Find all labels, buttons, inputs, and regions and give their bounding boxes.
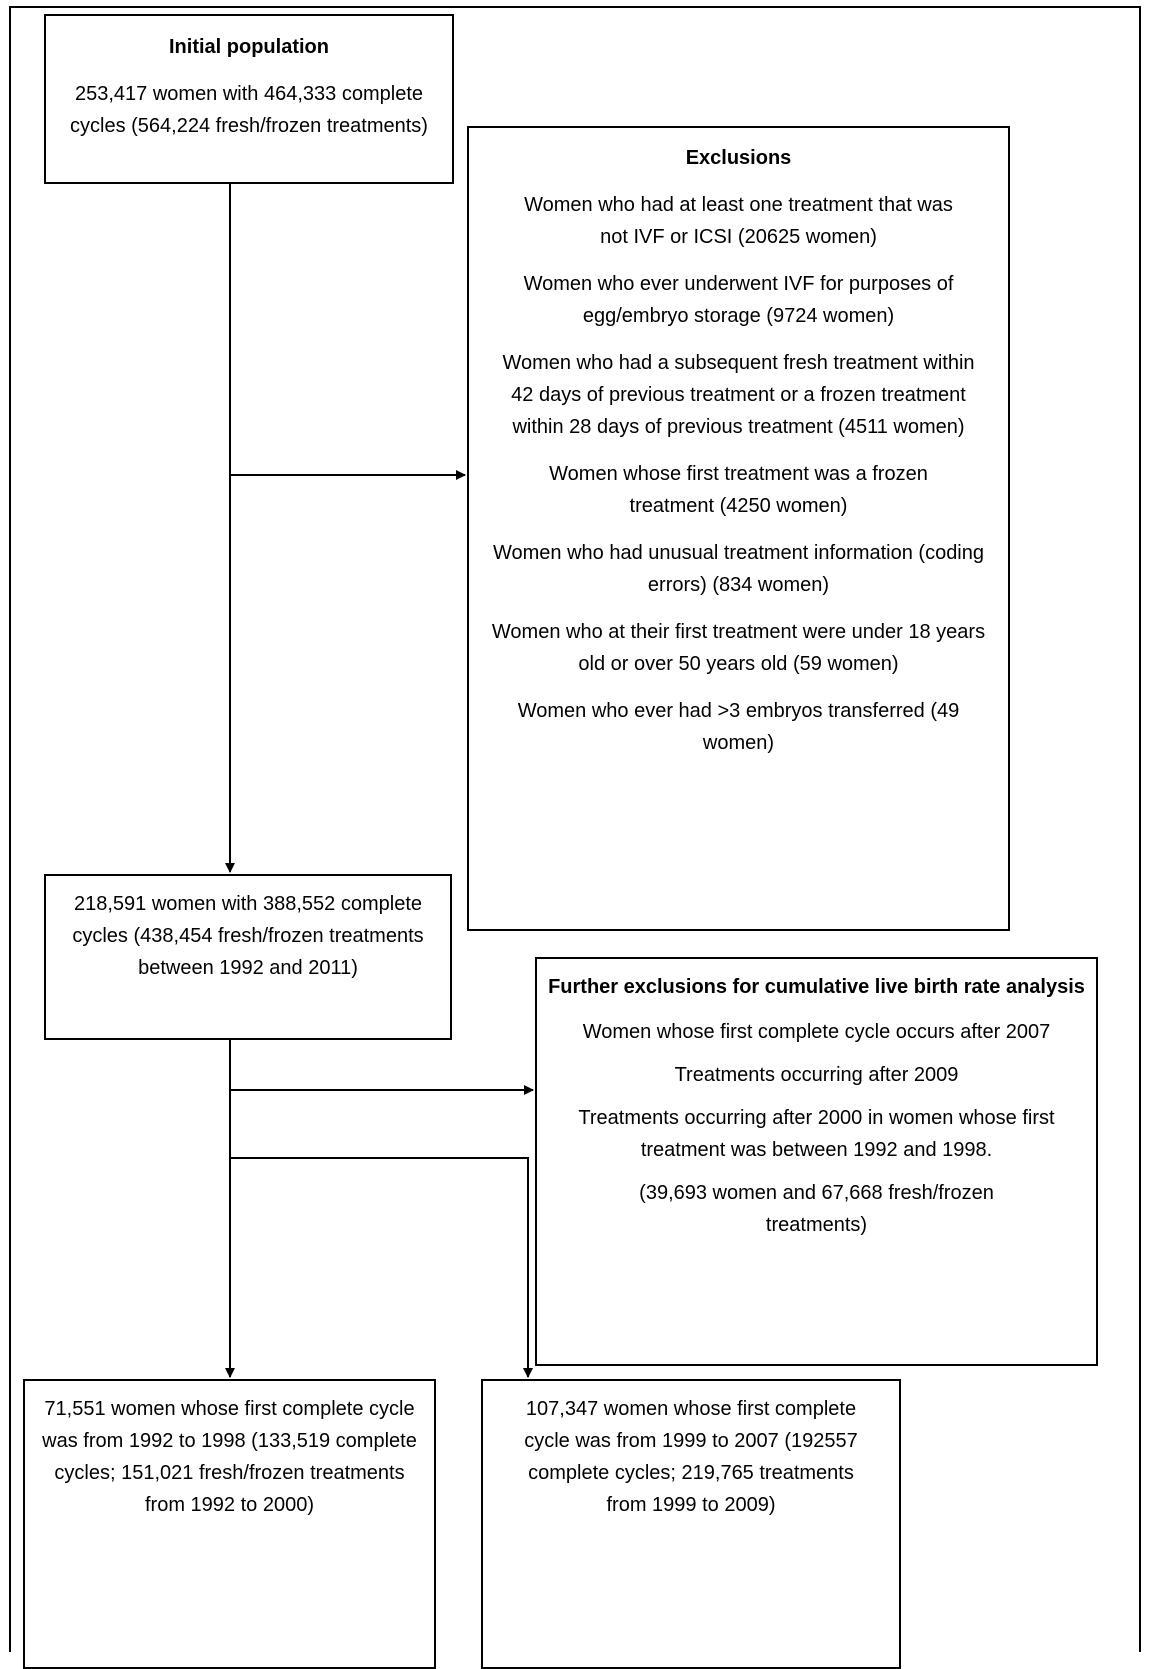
further-exclusion-item: Treatments occurring after 2009 bbox=[674, 1064, 959, 1086]
exclusion-item: Women who ever underwent IVF for purpose… bbox=[523, 273, 954, 327]
initial-population-box: Initial population 253,417 women with 46… bbox=[44, 14, 454, 184]
initial-population-text: 253,417 women with 464,333 complete cycl… bbox=[70, 83, 428, 137]
initial-population-title: Initial population bbox=[169, 36, 329, 58]
exclusion-item: Women whose first treatment was a frozen… bbox=[549, 463, 928, 517]
cohort-1992-1998-text: 71,551 women whose first complete cycle … bbox=[42, 1398, 417, 1516]
further-exclusions-title: Further exclusions for cumulative live b… bbox=[548, 976, 1085, 998]
exclusion-item: Women who had unusual treatment informat… bbox=[492, 542, 984, 596]
further-exclusion-item: Treatments occurring after 2000 in women… bbox=[578, 1107, 1055, 1161]
further-exclusion-item: (39,693 women and 67,668 fresh/frozen tr… bbox=[639, 1182, 994, 1236]
further-exclusions-box: Further exclusions for cumulative live b… bbox=[535, 957, 1098, 1366]
exclusion-item: Women who had a subsequent fresh treatme… bbox=[502, 352, 975, 438]
further-exclusion-item: Women whose first complete cycle occurs … bbox=[582, 1021, 1051, 1043]
after-exclusions-text: 218,591 women with 388,552 complete cycl… bbox=[72, 893, 424, 979]
exclusion-item: Women who ever had >3 embryos transferre… bbox=[517, 700, 960, 754]
cohort-1992-1998-box: 71,551 women whose first complete cycle … bbox=[23, 1379, 436, 1669]
arrow-to-cohort-1999 bbox=[230, 1157, 533, 1378]
exclusions-title: Exclusions bbox=[685, 147, 792, 169]
exclusions-box: Exclusions Women who had at least one tr… bbox=[467, 126, 1010, 931]
exclusion-item: Women who had at least one treatment tha… bbox=[524, 194, 953, 248]
cohort-1999-2007-text: 107,347 women whose first complete cycle… bbox=[524, 1398, 858, 1516]
exclusion-item: Women who at their first treatment were … bbox=[491, 621, 986, 675]
cohort-1999-2007-box: 107,347 women whose first complete cycle… bbox=[481, 1379, 901, 1669]
figure-frame bbox=[9, 6, 1141, 1652]
after-exclusions-box: 218,591 women with 388,552 complete cycl… bbox=[44, 874, 452, 1040]
